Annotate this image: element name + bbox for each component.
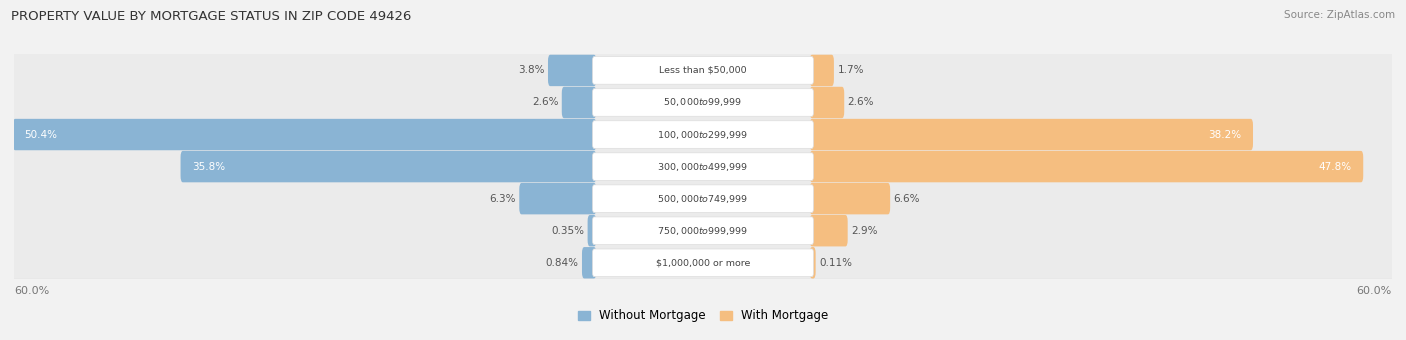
FancyBboxPatch shape xyxy=(548,55,596,86)
FancyBboxPatch shape xyxy=(14,110,1392,159)
Text: 38.2%: 38.2% xyxy=(1208,130,1241,139)
FancyBboxPatch shape xyxy=(592,217,814,244)
Text: Less than $50,000: Less than $50,000 xyxy=(659,66,747,75)
FancyBboxPatch shape xyxy=(14,46,1392,95)
FancyBboxPatch shape xyxy=(562,87,596,118)
Text: PROPERTY VALUE BY MORTGAGE STATUS IN ZIP CODE 49426: PROPERTY VALUE BY MORTGAGE STATUS IN ZIP… xyxy=(11,10,412,23)
Legend: Without Mortgage, With Mortgage: Without Mortgage, With Mortgage xyxy=(578,309,828,322)
Text: $1,000,000 or more: $1,000,000 or more xyxy=(655,258,751,267)
Text: 6.6%: 6.6% xyxy=(894,194,920,204)
FancyBboxPatch shape xyxy=(810,55,834,86)
Text: Source: ZipAtlas.com: Source: ZipAtlas.com xyxy=(1284,10,1395,20)
FancyBboxPatch shape xyxy=(519,183,596,214)
FancyBboxPatch shape xyxy=(14,174,1392,223)
Text: $100,000 to $299,999: $100,000 to $299,999 xyxy=(658,129,748,140)
Text: 1.7%: 1.7% xyxy=(838,65,863,75)
FancyBboxPatch shape xyxy=(14,142,1392,191)
FancyBboxPatch shape xyxy=(810,247,815,278)
FancyBboxPatch shape xyxy=(14,238,1392,287)
Text: 50.4%: 50.4% xyxy=(24,130,58,139)
Text: $500,000 to $749,999: $500,000 to $749,999 xyxy=(658,193,748,205)
FancyBboxPatch shape xyxy=(14,206,1392,255)
Text: 0.84%: 0.84% xyxy=(546,258,578,268)
FancyBboxPatch shape xyxy=(180,151,596,182)
FancyBboxPatch shape xyxy=(592,57,814,84)
FancyBboxPatch shape xyxy=(592,89,814,116)
Text: 0.35%: 0.35% xyxy=(551,226,583,236)
Text: $750,000 to $999,999: $750,000 to $999,999 xyxy=(658,225,748,237)
FancyBboxPatch shape xyxy=(592,249,814,276)
FancyBboxPatch shape xyxy=(810,183,890,214)
FancyBboxPatch shape xyxy=(810,87,844,118)
Text: 2.6%: 2.6% xyxy=(848,98,875,107)
Text: 2.6%: 2.6% xyxy=(531,98,558,107)
Text: 3.8%: 3.8% xyxy=(517,65,544,75)
Text: $50,000 to $99,999: $50,000 to $99,999 xyxy=(664,97,742,108)
FancyBboxPatch shape xyxy=(592,185,814,212)
Text: 35.8%: 35.8% xyxy=(193,162,225,172)
Text: $300,000 to $499,999: $300,000 to $499,999 xyxy=(658,160,748,173)
FancyBboxPatch shape xyxy=(14,78,1392,127)
FancyBboxPatch shape xyxy=(810,151,1364,182)
FancyBboxPatch shape xyxy=(582,247,596,278)
FancyBboxPatch shape xyxy=(592,153,814,181)
FancyBboxPatch shape xyxy=(588,215,596,246)
FancyBboxPatch shape xyxy=(13,119,596,150)
FancyBboxPatch shape xyxy=(810,119,1253,150)
Text: 47.8%: 47.8% xyxy=(1319,162,1351,172)
Text: 0.11%: 0.11% xyxy=(820,258,852,268)
Text: 60.0%: 60.0% xyxy=(1357,286,1392,296)
Text: 60.0%: 60.0% xyxy=(14,286,49,296)
Text: 6.3%: 6.3% xyxy=(489,194,516,204)
FancyBboxPatch shape xyxy=(810,215,848,246)
FancyBboxPatch shape xyxy=(592,121,814,148)
Text: 2.9%: 2.9% xyxy=(851,226,877,236)
